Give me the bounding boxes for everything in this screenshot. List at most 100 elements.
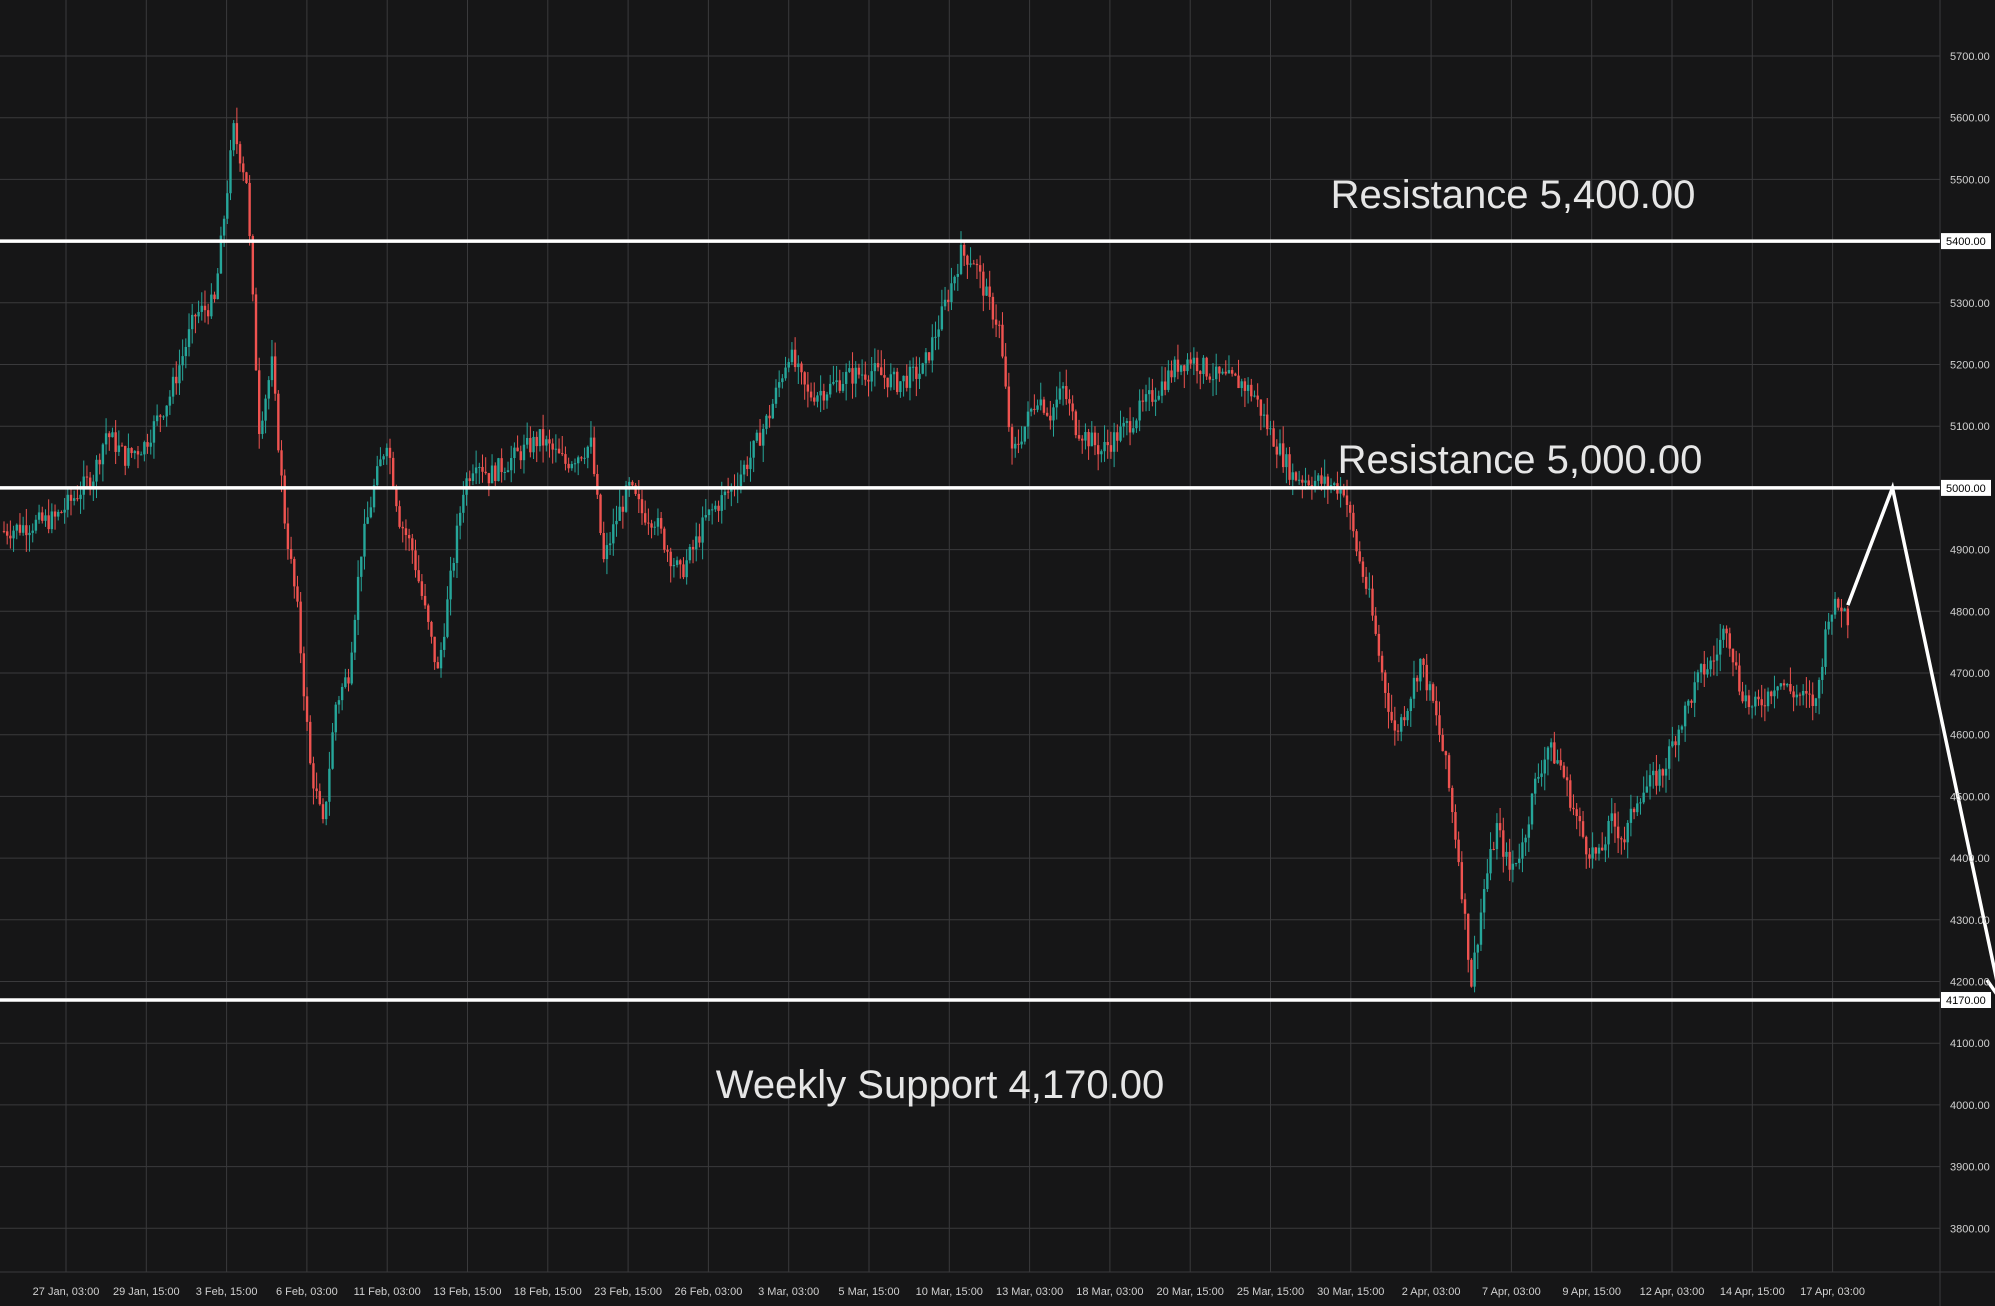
candle-body bbox=[1081, 438, 1084, 441]
candle-body bbox=[136, 451, 140, 455]
candle-body bbox=[267, 380, 270, 399]
candle-body bbox=[867, 379, 870, 382]
candle-body bbox=[1808, 693, 1811, 695]
candle-body bbox=[529, 437, 532, 453]
candle-body bbox=[108, 433, 111, 438]
candle-body bbox=[1559, 760, 1562, 766]
candle-body bbox=[1275, 446, 1279, 455]
candle-body bbox=[707, 509, 711, 516]
candle-body bbox=[213, 294, 216, 300]
candle-body bbox=[1722, 628, 1725, 640]
candle-body bbox=[1479, 912, 1483, 945]
candle-body bbox=[1642, 792, 1645, 803]
candle-body bbox=[1594, 847, 1598, 854]
candle-body bbox=[532, 436, 535, 453]
candle-body bbox=[844, 371, 848, 384]
candle-body bbox=[1757, 696, 1760, 700]
candle-body bbox=[76, 498, 79, 500]
x-tick-label: 2 Apr, 03:00 bbox=[1402, 1286, 1461, 1298]
candle-body bbox=[596, 473, 599, 495]
candle-body bbox=[1607, 820, 1610, 845]
candle-body bbox=[1725, 628, 1728, 634]
candle-body bbox=[1489, 848, 1492, 874]
candle-body bbox=[1390, 711, 1393, 721]
candle-body bbox=[921, 363, 924, 374]
x-tick-label: 29 Jan, 15:00 bbox=[113, 1286, 180, 1298]
candle-body bbox=[1444, 751, 1448, 756]
candle-body bbox=[889, 374, 893, 388]
candle-body bbox=[1786, 684, 1789, 686]
candle-body bbox=[1770, 691, 1773, 697]
level-price-tag bbox=[1941, 233, 1991, 250]
candle-body bbox=[685, 560, 688, 578]
candle-body bbox=[1572, 807, 1575, 810]
candle-body bbox=[1384, 672, 1387, 693]
candle-body bbox=[548, 439, 551, 444]
candle-body bbox=[25, 525, 28, 536]
candle-body bbox=[931, 337, 934, 361]
candle-body bbox=[12, 530, 15, 539]
candle-body bbox=[1431, 684, 1435, 701]
candle-body bbox=[1320, 475, 1323, 484]
candle-body bbox=[1789, 684, 1792, 692]
candle-body bbox=[82, 476, 85, 495]
candle-body bbox=[618, 506, 621, 521]
candle-body bbox=[503, 471, 507, 473]
candle-body bbox=[1243, 381, 1247, 391]
candle-body bbox=[497, 458, 500, 482]
x-axis: 27 Jan, 03:00 29 Jan, 15:00 3 Feb, 15:00 6 … bbox=[33, 1286, 1865, 1298]
candle-body bbox=[1084, 432, 1087, 441]
candle-body bbox=[60, 511, 63, 513]
candle-body bbox=[752, 440, 755, 458]
candle-body bbox=[478, 466, 481, 468]
candle-body bbox=[1317, 475, 1320, 481]
candle-body bbox=[991, 296, 995, 320]
candle-body bbox=[513, 447, 516, 459]
candle-body bbox=[1138, 400, 1141, 421]
candle-body bbox=[583, 457, 586, 459]
candle-body bbox=[947, 299, 950, 302]
candle-body bbox=[525, 437, 529, 445]
candle-body bbox=[1211, 379, 1215, 381]
candle-body bbox=[723, 491, 727, 496]
candle-body bbox=[631, 481, 634, 486]
candle-body bbox=[803, 372, 806, 385]
candle-body bbox=[1119, 426, 1122, 441]
x-tick-label: 12 Apr, 03:00 bbox=[1640, 1286, 1705, 1298]
candle-body bbox=[1106, 442, 1109, 446]
candle-body bbox=[1677, 729, 1680, 746]
candle-body bbox=[1246, 384, 1250, 391]
candle-body bbox=[1728, 633, 1731, 649]
projection-path[interactable] bbox=[1846, 481, 1995, 1000]
candle-body bbox=[1840, 607, 1843, 612]
candle-body bbox=[1230, 370, 1234, 374]
candle-body bbox=[1521, 842, 1524, 859]
candle-body bbox=[261, 420, 264, 435]
candle-body bbox=[663, 528, 666, 550]
x-tick-label: 18 Feb, 15:00 bbox=[514, 1286, 582, 1298]
candle-body bbox=[777, 382, 781, 388]
candle-body bbox=[1368, 588, 1371, 590]
candle-body bbox=[155, 415, 159, 422]
candle-body bbox=[197, 311, 200, 317]
candle-body bbox=[494, 465, 497, 482]
candle-body bbox=[1065, 386, 1068, 400]
x-tick-label: 11 Feb, 03:00 bbox=[354, 1286, 421, 1298]
x-tick-label: 23 Feb, 15:00 bbox=[594, 1286, 662, 1298]
projection-arrowhead bbox=[1985, 979, 1995, 995]
candle-body bbox=[1460, 862, 1464, 900]
candle-body bbox=[567, 463, 570, 469]
candle-body bbox=[717, 505, 720, 511]
candle-body bbox=[200, 305, 203, 312]
candle-body bbox=[312, 763, 315, 789]
horizontal-levels bbox=[0, 239, 1940, 1002]
candle-body bbox=[430, 621, 433, 637]
candle-body bbox=[79, 494, 82, 500]
candle-body bbox=[1750, 706, 1754, 708]
candle-body bbox=[114, 432, 117, 452]
candle-body bbox=[1699, 664, 1703, 673]
candle-body bbox=[1534, 778, 1537, 794]
candle-body bbox=[1074, 411, 1078, 436]
candle-body bbox=[1122, 422, 1125, 427]
